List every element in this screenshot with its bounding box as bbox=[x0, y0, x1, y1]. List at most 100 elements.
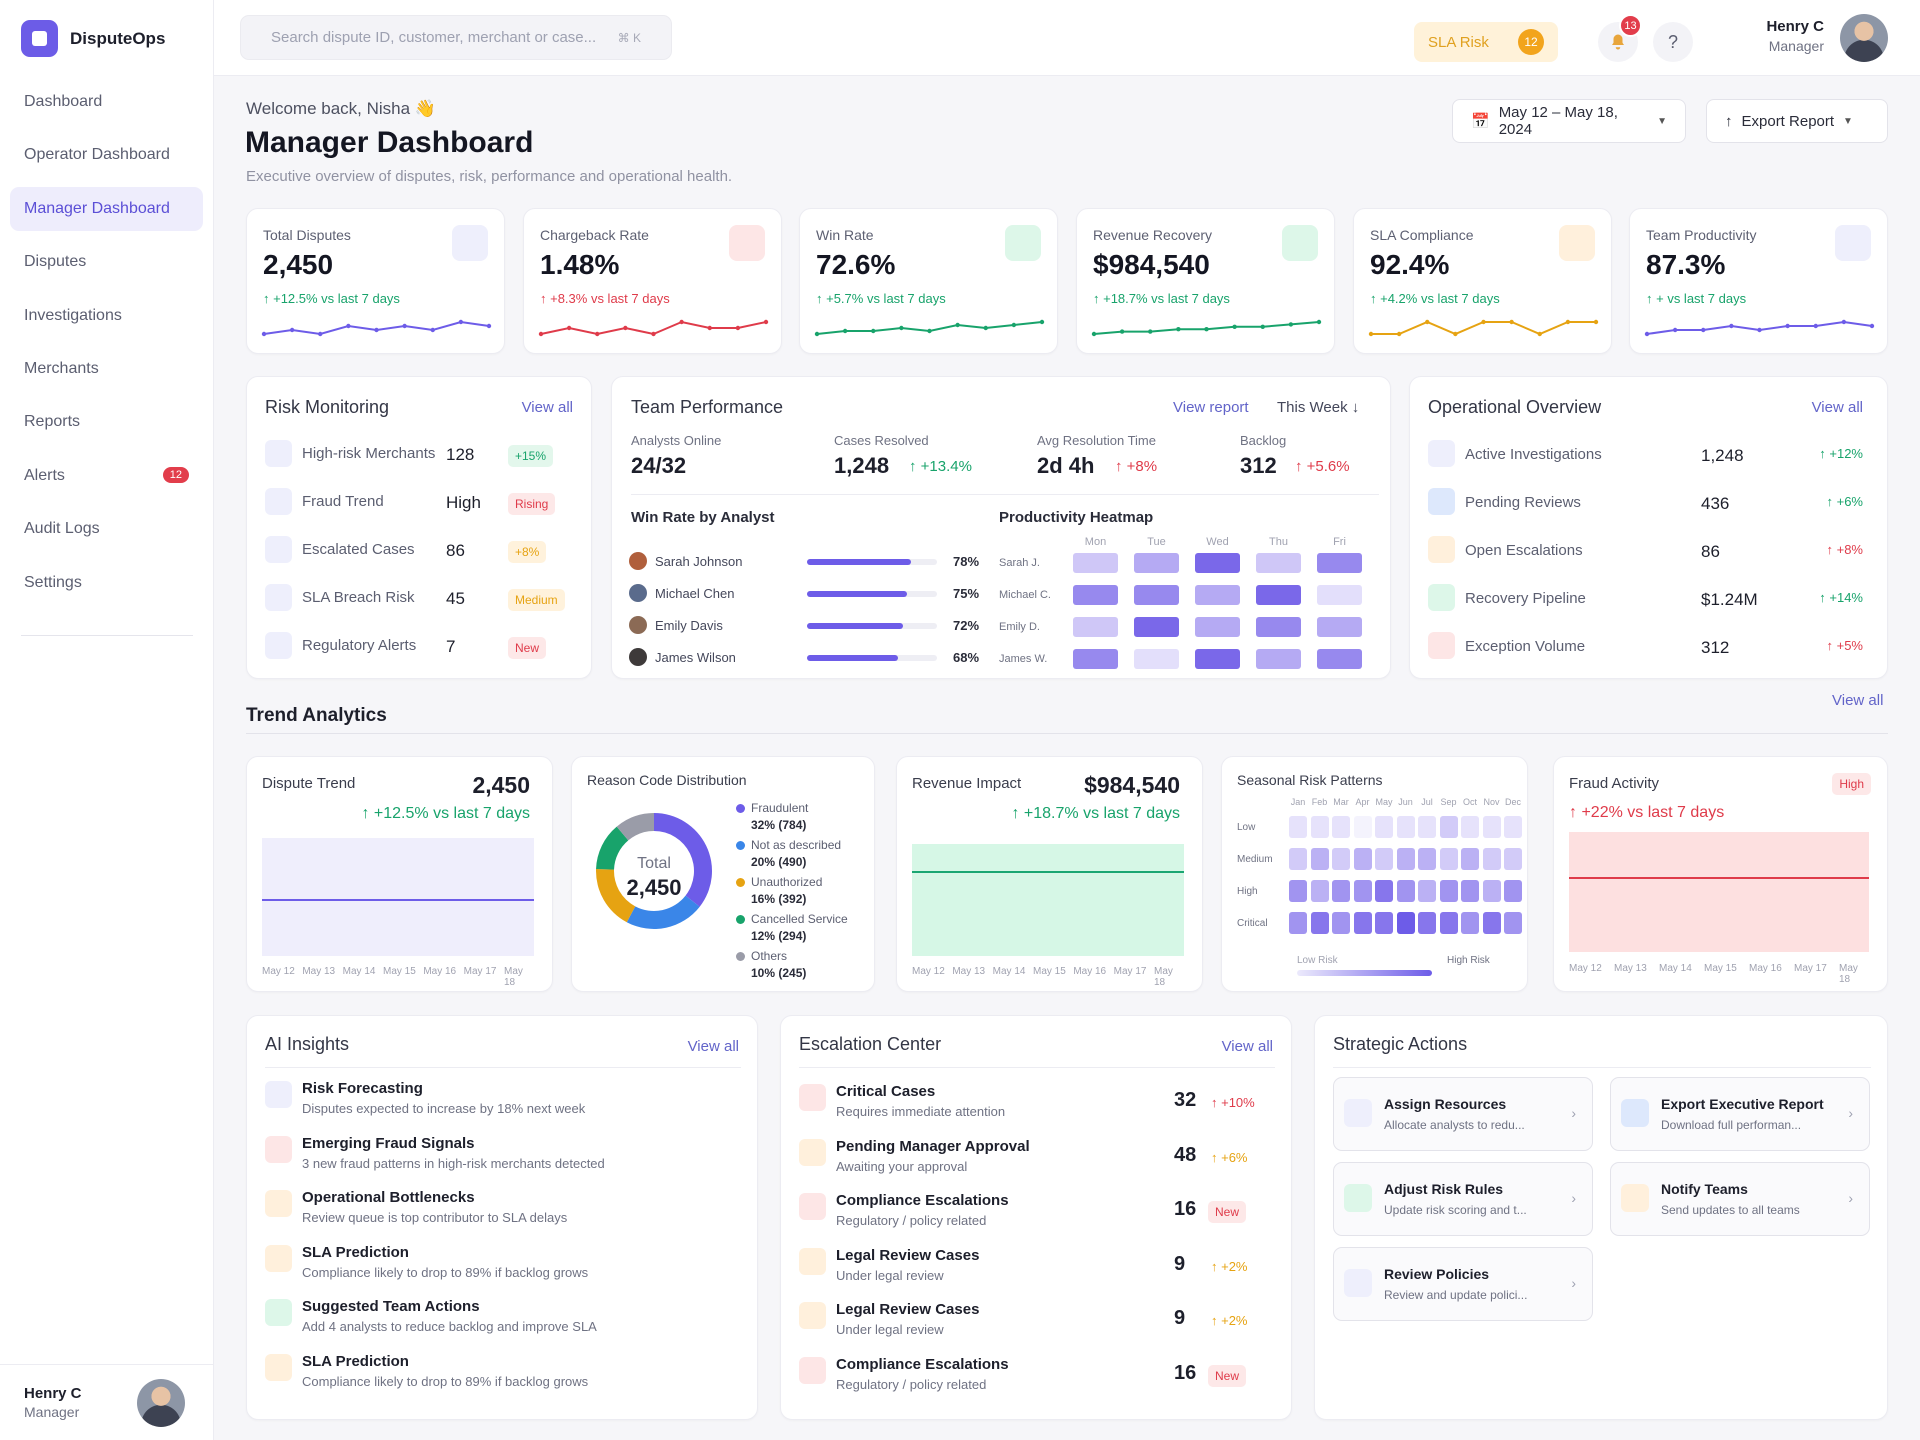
seasonal-cell[interactable] bbox=[1396, 848, 1415, 870]
date-range-button[interactable]: 📅 May 12 – May 18, 2024 ▼ bbox=[1452, 99, 1686, 143]
seasonal-cell[interactable] bbox=[1418, 880, 1436, 902]
ops-view-all-link[interactable]: View all bbox=[1811, 399, 1863, 416]
seasonal-cell[interactable] bbox=[1482, 848, 1501, 870]
seasonal-cell[interactable] bbox=[1310, 816, 1329, 838]
seasonal-cell[interactable] bbox=[1353, 848, 1372, 870]
seasonal-cell[interactable] bbox=[1461, 912, 1479, 934]
donut-slice-0[interactable] bbox=[654, 813, 712, 907]
sidebar-item-settings[interactable]: Settings bbox=[10, 561, 203, 605]
seasonal-cell[interactable] bbox=[1289, 880, 1307, 902]
heatmap-cell[interactable] bbox=[1073, 649, 1118, 669]
heatmap-cell[interactable] bbox=[1317, 617, 1362, 637]
heatmap-cell[interactable] bbox=[1073, 617, 1118, 637]
view-report-link[interactable]: View report bbox=[1173, 399, 1249, 416]
heatmap-cell[interactable] bbox=[1195, 649, 1240, 669]
strategic-action-button[interactable]: Notify Teams Send updates to all teams › bbox=[1610, 1162, 1870, 1236]
strategic-action-button[interactable]: Export Executive Report Download full per… bbox=[1610, 1077, 1870, 1151]
seasonal-cell[interactable] bbox=[1289, 816, 1307, 838]
seasonal-cell[interactable] bbox=[1310, 880, 1329, 902]
seasonal-cell[interactable] bbox=[1375, 880, 1393, 902]
seasonal-cell[interactable] bbox=[1504, 816, 1522, 838]
heatmap-cell[interactable] bbox=[1256, 585, 1301, 605]
heatmap-cell[interactable] bbox=[1195, 617, 1240, 637]
seasonal-cell[interactable] bbox=[1396, 912, 1415, 934]
donut-slice-1[interactable] bbox=[626, 895, 700, 929]
export-report-button[interactable]: ↑ Export Report ▼ bbox=[1706, 99, 1888, 143]
heatmap-cell[interactable] bbox=[1073, 585, 1118, 605]
seasonal-cell[interactable] bbox=[1396, 816, 1415, 838]
top-avatar[interactable] bbox=[1840, 14, 1888, 62]
seasonal-cell[interactable] bbox=[1353, 880, 1372, 902]
period-select[interactable]: This Week ↓ bbox=[1277, 399, 1360, 416]
avatar[interactable] bbox=[137, 1379, 185, 1427]
heatmap-cell[interactable] bbox=[1256, 649, 1301, 669]
seasonal-cell[interactable] bbox=[1353, 816, 1372, 838]
kpi-card[interactable]: Revenue Recovery $984,540 ↑ +18.7% vs last… bbox=[1076, 208, 1335, 354]
seasonal-cell[interactable] bbox=[1353, 912, 1372, 934]
sidebar-item-reports[interactable]: Reports bbox=[10, 400, 203, 444]
kpi-card[interactable]: Total Disputes 2,450 ↑ +12.5% vs last 7 da… bbox=[246, 208, 505, 354]
logo[interactable]: DisputeOps bbox=[21, 20, 165, 57]
strategic-action-button[interactable]: Assign Resources Allocate analysts to red… bbox=[1333, 1077, 1593, 1151]
seasonal-cell[interactable] bbox=[1375, 848, 1393, 870]
seasonal-cell[interactable] bbox=[1310, 912, 1329, 934]
heatmap-cell[interactable] bbox=[1195, 553, 1240, 573]
kpi-card[interactable]: SLA Compliance 92.4% ↑ +4.2% vs last 7 day… bbox=[1353, 208, 1612, 354]
seasonal-cell[interactable] bbox=[1396, 880, 1415, 902]
sla-risk-button[interactable]: SLA Risk 12 bbox=[1414, 22, 1558, 62]
seasonal-cell[interactable] bbox=[1289, 848, 1307, 870]
sidebar-user[interactable]: Henry C Manager bbox=[0, 1364, 214, 1440]
seasonal-cell[interactable] bbox=[1504, 848, 1522, 870]
donut-slice-2[interactable] bbox=[596, 868, 636, 923]
seasonal-cell[interactable] bbox=[1310, 848, 1329, 870]
seasonal-cell[interactable] bbox=[1332, 816, 1350, 838]
seasonal-cell[interactable] bbox=[1332, 848, 1350, 870]
heatmap-cell[interactable] bbox=[1317, 553, 1362, 573]
donut-slice-4[interactable] bbox=[616, 813, 654, 841]
seasonal-cell[interactable] bbox=[1332, 880, 1350, 902]
seasonal-cell[interactable] bbox=[1482, 816, 1501, 838]
kpi-card[interactable]: Chargeback Rate 1.48% ↑ +8.3% vs last 7 da… bbox=[523, 208, 782, 354]
seasonal-cell[interactable] bbox=[1375, 912, 1393, 934]
sidebar-item-operator-dashboard[interactable]: Operator Dashboard bbox=[10, 133, 203, 177]
top-user[interactable]: Henry C Manager bbox=[1738, 18, 1824, 54]
donut-slice-3[interactable] bbox=[596, 826, 629, 870]
heatmap-cell[interactable] bbox=[1134, 617, 1179, 637]
seasonal-cell[interactable] bbox=[1439, 816, 1458, 838]
strategic-action-button[interactable]: Adjust Risk Rules Update risk scoring and… bbox=[1333, 1162, 1593, 1236]
seasonal-cell[interactable] bbox=[1418, 848, 1436, 870]
seasonal-cell[interactable] bbox=[1439, 880, 1458, 902]
sidebar-item-disputes[interactable]: Disputes bbox=[10, 240, 203, 284]
escalation-view-all-link[interactable]: View all bbox=[1221, 1038, 1273, 1055]
seasonal-cell[interactable] bbox=[1375, 816, 1393, 838]
seasonal-cell[interactable] bbox=[1439, 848, 1458, 870]
sidebar-item-investigations[interactable]: Investigations bbox=[10, 294, 203, 338]
kpi-card[interactable]: Win Rate 72.6% ↑ +5.7% vs last 7 days bbox=[799, 208, 1058, 354]
seasonal-cell[interactable] bbox=[1461, 848, 1479, 870]
sidebar-item-dashboard[interactable]: Dashboard bbox=[10, 80, 203, 124]
seasonal-cell[interactable] bbox=[1418, 912, 1436, 934]
heatmap-cell[interactable] bbox=[1134, 553, 1179, 573]
trend-view-all-link[interactable]: View all bbox=[1832, 692, 1884, 709]
heatmap-cell[interactable] bbox=[1317, 649, 1362, 669]
seasonal-cell[interactable] bbox=[1461, 880, 1479, 902]
seasonal-cell[interactable] bbox=[1504, 880, 1522, 902]
heatmap-cell[interactable] bbox=[1134, 585, 1179, 605]
heatmap-cell[interactable] bbox=[1195, 585, 1240, 605]
seasonal-cell[interactable] bbox=[1332, 912, 1350, 934]
sidebar-item-audit-logs[interactable]: Audit Logs bbox=[10, 507, 203, 551]
help-button[interactable]: ? bbox=[1653, 22, 1693, 62]
seasonal-cell[interactable] bbox=[1504, 912, 1522, 934]
heatmap-cell[interactable] bbox=[1073, 553, 1118, 573]
strategic-action-button[interactable]: Review Policies Review and update polici.… bbox=[1333, 1247, 1593, 1321]
seasonal-cell[interactable] bbox=[1482, 912, 1501, 934]
seasonal-cell[interactable] bbox=[1461, 816, 1479, 838]
kpi-card[interactable]: Team Productivity 87.3% ↑ + vs last 7 days bbox=[1629, 208, 1888, 354]
insights-view-all-link[interactable]: View all bbox=[687, 1038, 739, 1055]
sidebar-item-alerts[interactable]: Alerts 12 bbox=[10, 454, 203, 498]
sidebar-item-manager-dashboard[interactable]: Manager Dashboard bbox=[10, 186, 203, 231]
heatmap-cell[interactable] bbox=[1134, 649, 1179, 669]
seasonal-cell[interactable] bbox=[1482, 880, 1501, 902]
risk-view-all-link[interactable]: View all bbox=[521, 399, 573, 416]
seasonal-cell[interactable] bbox=[1439, 912, 1458, 934]
